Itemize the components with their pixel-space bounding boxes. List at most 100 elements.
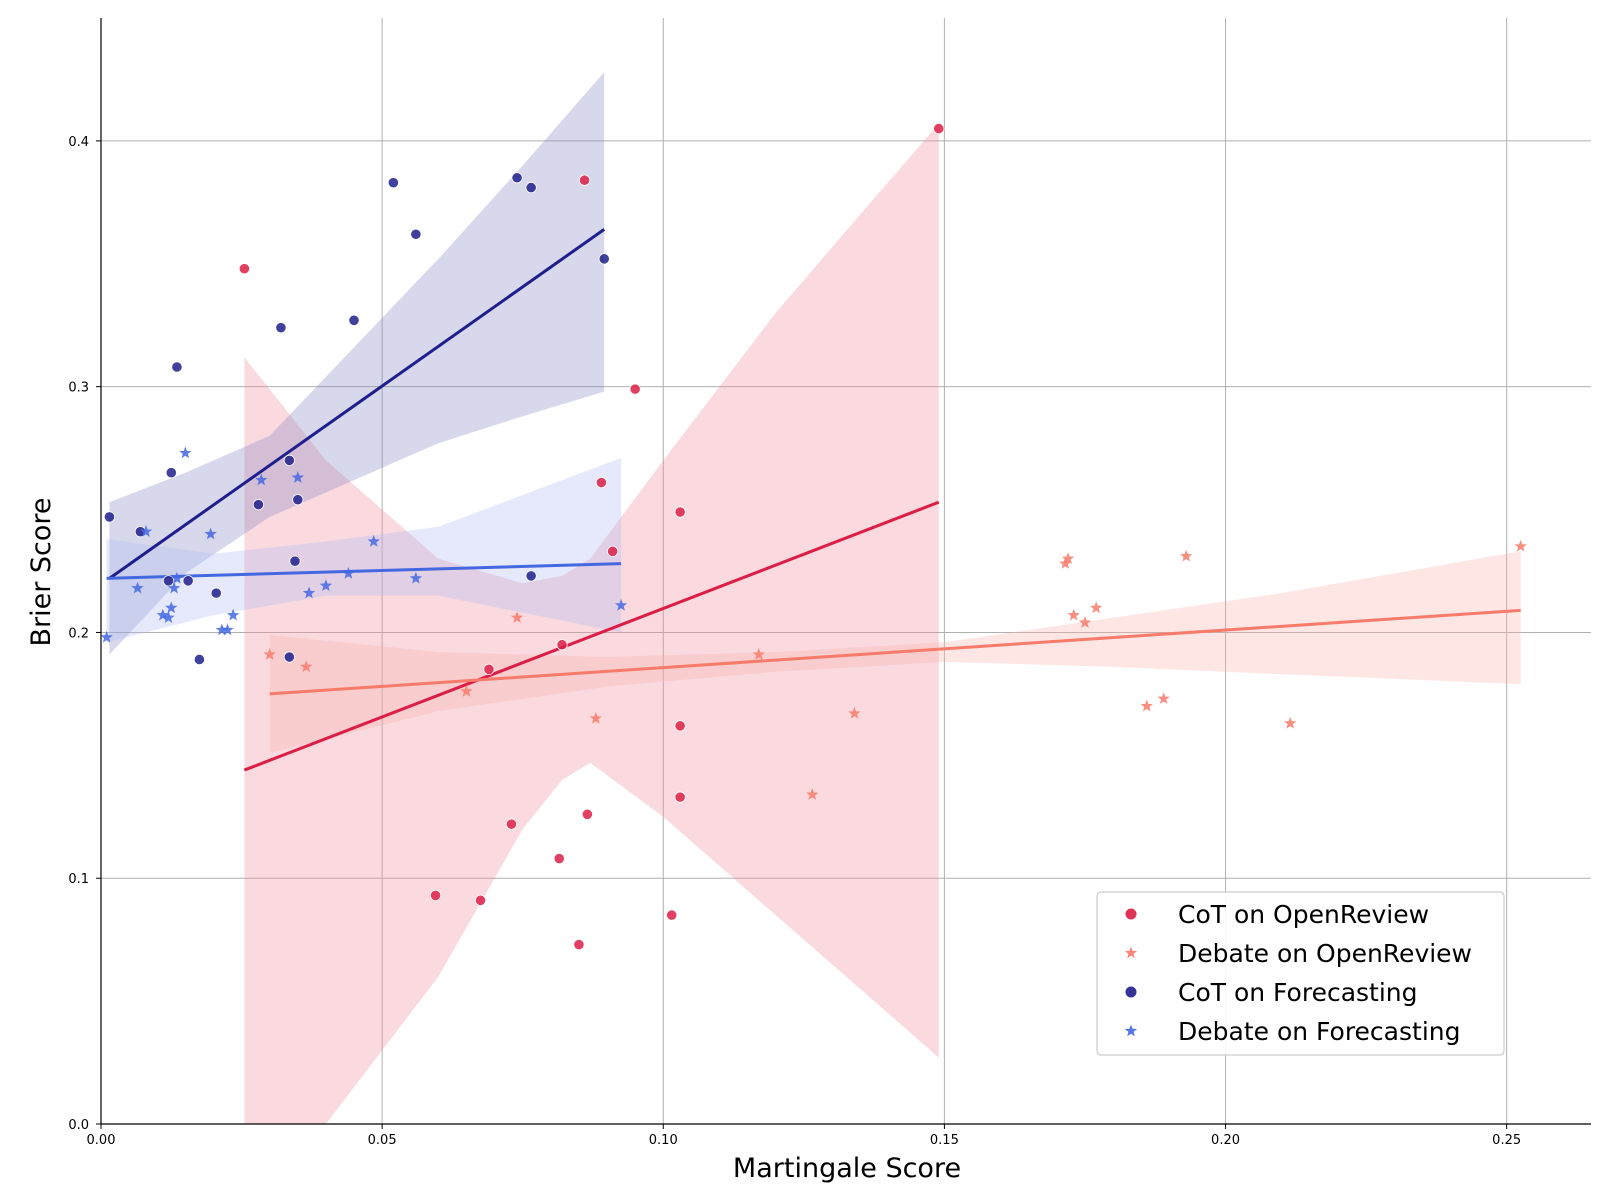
- star-point-series-3: [204, 527, 217, 540]
- y-tick-label: 0.1: [68, 872, 89, 887]
- star-point-series-3: [165, 601, 178, 614]
- data-points: [100, 123, 1527, 951]
- star-point-series-3: [156, 608, 170, 621]
- legend-marker-3: [1124, 1024, 1138, 1037]
- point-series-2: [162, 575, 175, 587]
- star-point-series-3: [100, 630, 113, 643]
- star-point-series-1: [460, 684, 473, 697]
- legend-label-1: Debate on OpenReview: [1178, 939, 1472, 968]
- y-tick-label: 0.0: [68, 1118, 89, 1133]
- tick-labels: 0.00 0.05 0.10 0.15 0.20 0.25 0.0 0.1 0.2 0.3 0.4: [68, 135, 1521, 1148]
- star-point-series-3: [319, 579, 333, 592]
- x-tick-label: 0.10: [649, 1133, 678, 1148]
- point-series-0: [474, 894, 487, 906]
- star-point-series-3: [302, 586, 316, 599]
- point-series-2: [182, 575, 194, 587]
- point-series-2: [525, 181, 537, 194]
- point-series-2: [210, 587, 222, 599]
- x-axis-label: Martingale Score: [733, 1153, 961, 1184]
- point-series-2: [525, 570, 537, 582]
- star-point-series-3: [614, 598, 628, 611]
- legend-label-2: CoT on Forecasting: [1178, 978, 1418, 1007]
- point-series-0: [674, 791, 686, 803]
- star-point-series-1: [263, 648, 276, 660]
- point-series-0: [556, 639, 568, 651]
- ci-band-0: [244, 123, 939, 1124]
- point-series-2: [283, 454, 295, 466]
- grid-lines: [101, 18, 1591, 1124]
- star-point-series-1: [1061, 552, 1075, 564]
- x-tick-label: 0.15: [930, 1133, 959, 1148]
- point-series-0: [607, 545, 619, 557]
- star-point-series-1: [1157, 692, 1170, 705]
- point-series-2: [103, 511, 116, 523]
- legend-marker-1: [1124, 946, 1138, 959]
- x-tick-label: 0.20: [1211, 1133, 1240, 1148]
- star-point-series-3: [255, 473, 268, 486]
- point-series-0: [581, 808, 593, 820]
- star-point-series-1: [1090, 601, 1103, 614]
- star-point-series-1: [848, 707, 861, 719]
- legend: CoT on OpenReview Debate on OpenReview CoT…: [1096, 891, 1505, 1056]
- point-series-2: [292, 494, 304, 506]
- point-series-2: [193, 653, 205, 666]
- star-point-series-1: [1078, 616, 1092, 628]
- star-point-series-1: [1514, 539, 1527, 552]
- point-series-2: [283, 651, 295, 663]
- point-series-0: [429, 889, 442, 902]
- star-point-series-1: [1140, 699, 1153, 712]
- point-series-0: [238, 263, 250, 275]
- star-point-series-1: [806, 788, 819, 800]
- point-series-0: [578, 174, 591, 186]
- confidence-bands: [106, 72, 1521, 1124]
- point-series-2: [252, 499, 265, 511]
- star-point-series-1: [1067, 608, 1080, 621]
- axes: [100, 18, 1591, 1125]
- star-point-series-3: [215, 623, 229, 636]
- point-series-2: [410, 228, 422, 240]
- star-point-series-1: [300, 660, 313, 673]
- x-tick-label: 0.00: [87, 1133, 116, 1148]
- star-point-series-3: [167, 581, 181, 594]
- legend-label-0: CoT on OpenReview: [1178, 900, 1429, 929]
- star-point-series-3: [139, 525, 153, 537]
- legend-box: [1096, 891, 1505, 1056]
- star-point-series-3: [221, 623, 234, 636]
- point-series-2: [598, 253, 610, 265]
- point-series-0: [666, 909, 678, 921]
- star-point-series-3: [409, 571, 423, 584]
- x-tick-label: 0.05: [368, 1133, 397, 1148]
- star-point-series-3: [179, 446, 192, 459]
- star-point-series-1: [752, 648, 766, 660]
- star-point-series-1: [510, 611, 524, 623]
- regression-line-3: [106, 562, 622, 580]
- point-series-0: [933, 123, 945, 135]
- star-point-series-3: [162, 611, 175, 623]
- star-point-series-3: [291, 471, 304, 483]
- point-series-2: [387, 177, 399, 189]
- x-tick-label: 0.25: [1492, 1133, 1521, 1148]
- star-point-series-1: [1179, 549, 1193, 562]
- star-point-series-3: [170, 571, 184, 584]
- star-point-series-3: [226, 608, 240, 621]
- point-series-0: [505, 818, 518, 830]
- star-point-series-1: [1284, 716, 1297, 729]
- point-series-2: [348, 314, 360, 326]
- point-series-2: [289, 555, 301, 567]
- regression-line-0: [243, 500, 940, 772]
- star-point-series-3: [342, 566, 355, 579]
- regression-line-2: [108, 228, 606, 580]
- ci-band-3: [106, 457, 622, 643]
- point-series-2: [171, 361, 183, 373]
- legend-marker-0: [1125, 908, 1137, 920]
- point-series-2: [275, 322, 287, 334]
- y-axis-label: Brier Score: [26, 497, 57, 646]
- star-point-series-1: [589, 711, 602, 724]
- point-series-0: [573, 938, 585, 951]
- y-tick-label: 0.4: [68, 135, 89, 150]
- y-tick-label: 0.2: [68, 626, 89, 641]
- point-series-0: [629, 383, 641, 395]
- legend-label-3: Debate on Forecasting: [1178, 1017, 1460, 1046]
- star-point-series-3: [367, 535, 380, 547]
